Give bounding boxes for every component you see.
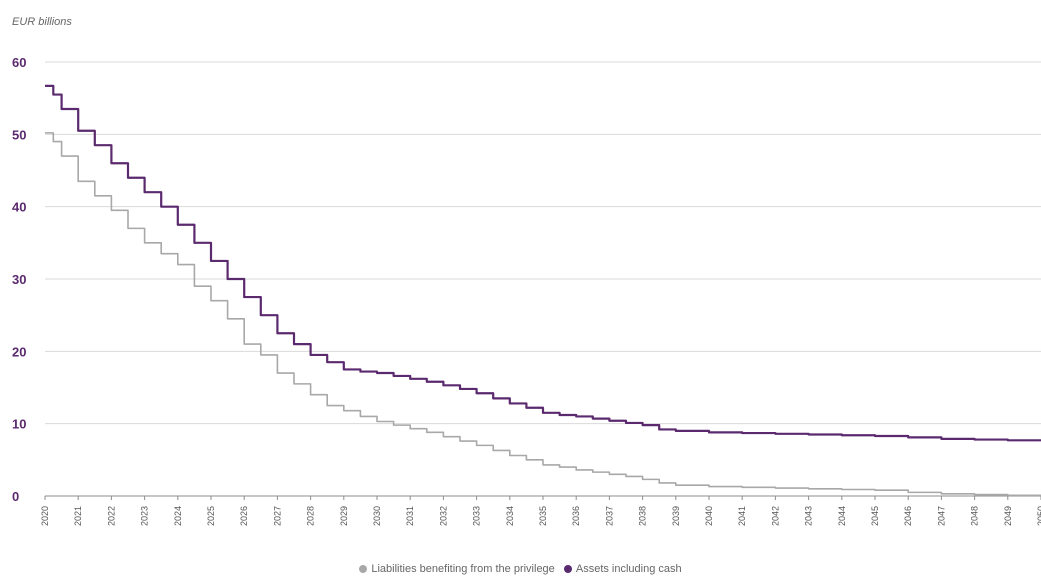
x-tick-label-2050: 2050 [1036, 506, 1041, 526]
y-tick-label-10: 10 [12, 417, 26, 432]
x-tick-label-2037: 2037 [604, 506, 614, 526]
x-tick-label-2027: 2027 [272, 506, 282, 526]
x-tick-label-2022: 2022 [106, 506, 116, 526]
series-layer [45, 84, 1041, 497]
series-line-assets [45, 84, 1041, 442]
x-tick-label-2041: 2041 [737, 506, 747, 526]
x-tick-label-2020: 2020 [40, 506, 50, 526]
x-tick-label-2042: 2042 [770, 506, 780, 526]
x-tick-label-2035: 2035 [538, 506, 548, 526]
series-line-liabilities [45, 132, 1041, 497]
y-tick-label-0: 0 [12, 489, 19, 504]
x-tick-label-2040: 2040 [704, 506, 714, 526]
x-tick-label-2044: 2044 [837, 506, 847, 526]
y-tick-label-30: 30 [12, 272, 26, 287]
legend-label-assets: Assets including cash [575, 563, 682, 575]
x-tick-label-2036: 2036 [571, 506, 581, 526]
x-tick-label-2026: 2026 [239, 506, 249, 526]
x-tick-label-2029: 2029 [339, 506, 349, 526]
x-tick-label-2024: 2024 [173, 506, 183, 526]
x-tick-label-2038: 2038 [638, 506, 648, 526]
y-tick-label-50: 50 [12, 127, 26, 142]
x-tick-label-2021: 2021 [73, 506, 83, 526]
x-tick-label-2034: 2034 [505, 506, 515, 526]
legend-item-liabilities: Liabilities benefiting from the privileg… [359, 563, 555, 575]
x-tick-label-2049: 2049 [1003, 506, 1013, 526]
legend: Liabilities benefiting from the privileg… [0, 563, 1041, 575]
y-tick-label-20: 20 [12, 344, 26, 359]
x-tick-label-2043: 2043 [804, 506, 814, 526]
x-tick-label-2047: 2047 [936, 506, 946, 526]
x-tick-label-2023: 2023 [140, 506, 150, 526]
y-tick-label-40: 40 [12, 200, 26, 215]
legend-swatch-liabilities [359, 565, 368, 573]
unit-label: EUR billions [12, 16, 72, 28]
x-tick-label-2033: 2033 [472, 506, 482, 526]
x-tick-label-2039: 2039 [671, 506, 681, 526]
legend-label-liabilities: Liabilities benefiting from the privileg… [371, 563, 555, 575]
x-tick-label-2046: 2046 [903, 506, 913, 526]
x-tick-label-2031: 2031 [405, 506, 415, 526]
y-tick-label-60: 60 [12, 55, 26, 70]
x-tick-label-2028: 2028 [306, 506, 316, 526]
x-tick-label-2025: 2025 [206, 506, 216, 526]
x-tick-label-2045: 2045 [870, 506, 880, 526]
x-tick-label-2048: 2048 [970, 506, 980, 526]
x-tick-label-2030: 2030 [372, 506, 382, 526]
grid-layer [45, 61, 1041, 425]
x-tick-label-2032: 2032 [438, 506, 448, 526]
legend-item-assets: Assets including cash [563, 563, 682, 575]
legend-swatch-assets [563, 565, 572, 573]
